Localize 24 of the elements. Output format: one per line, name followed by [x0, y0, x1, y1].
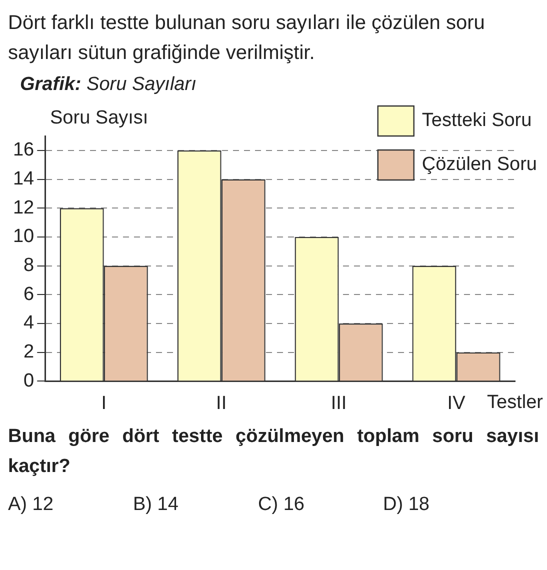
x-tick-label: I	[101, 392, 107, 414]
y-tick-label: 14	[12, 168, 35, 190]
x-tick-label: IV	[447, 392, 466, 414]
x-tick-label: III	[330, 392, 347, 414]
y-tick-label: 0	[24, 370, 34, 392]
y-tick-label: 6	[24, 284, 34, 305]
y-tick-label: 4	[24, 312, 35, 334]
text: Dört farklı testte bulunan soru sayıları ile çözülen soru sayıları sütun grafiğinde verilmiştir.	[7, 11, 486, 66]
legend-label: Çözülen Soru	[422, 154, 537, 176]
text: D) 18	[383, 494, 430, 516]
text: Buna göre dört testte çözülmeyen toplam soru sayısı kaçtır?	[7, 425, 540, 479]
text: A) 12	[8, 494, 54, 516]
y-tick-label: 12	[12, 197, 34, 218]
y-tick-label: 16	[12, 140, 34, 161]
chart-title: Grafik: Soru Sayıları	[19, 73, 198, 96]
y-tick-label: 10	[12, 226, 34, 248]
y-axis-title: Soru Sayısı	[50, 108, 148, 129]
y-tick-label: 2	[24, 342, 34, 363]
y-tick-label: 8	[24, 255, 34, 276]
x-tick-label: II	[216, 392, 227, 414]
text: C) 16	[258, 494, 306, 516]
legend-label: Testteki Soru	[422, 110, 532, 132]
x-axis-title: Testler	[487, 392, 544, 413]
text: B) 14	[133, 494, 180, 516]
